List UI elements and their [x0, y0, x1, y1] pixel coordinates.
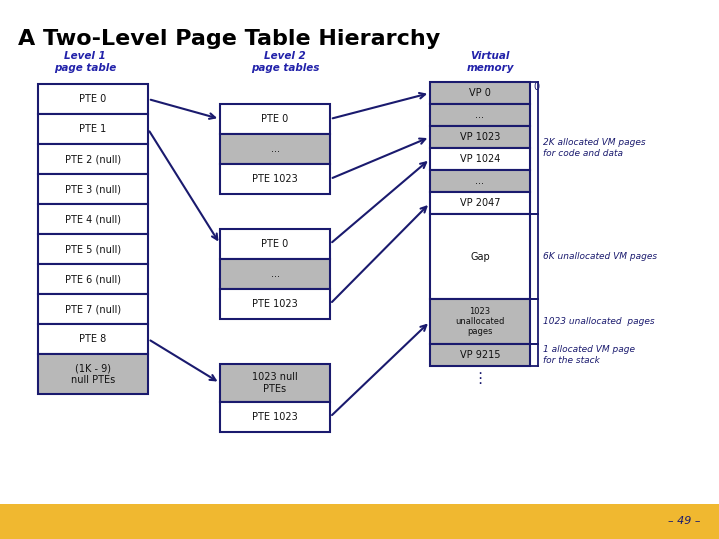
- Text: 1023 unallocated  pages: 1023 unallocated pages: [543, 317, 654, 326]
- Bar: [220, 402, 330, 432]
- Bar: [220, 259, 330, 289]
- Bar: [38, 114, 148, 144]
- Text: 1023
unallocated
pages: 1023 unallocated pages: [455, 307, 505, 336]
- Bar: [220, 164, 330, 194]
- Bar: [38, 144, 148, 174]
- Text: PTE 6 (null): PTE 6 (null): [65, 274, 121, 284]
- Bar: [38, 294, 148, 324]
- Bar: [430, 82, 530, 104]
- Text: VP 1023: VP 1023: [460, 132, 500, 142]
- Text: Level 2
page tables: Level 2 page tables: [251, 51, 319, 73]
- Text: PTE 2 (null): PTE 2 (null): [65, 154, 121, 164]
- Text: PTE 3 (null): PTE 3 (null): [65, 184, 121, 194]
- Bar: [220, 229, 330, 259]
- Text: PTE 0: PTE 0: [79, 94, 106, 104]
- Bar: [430, 148, 530, 170]
- Text: PTE 0: PTE 0: [262, 239, 288, 249]
- Bar: [430, 170, 530, 192]
- Text: ...: ...: [475, 110, 485, 120]
- Text: ...: ...: [270, 144, 280, 154]
- Bar: [430, 192, 530, 214]
- Bar: [430, 104, 530, 126]
- Bar: [38, 204, 148, 234]
- Bar: [430, 126, 530, 148]
- Text: 6K unallocated VM pages: 6K unallocated VM pages: [543, 252, 657, 261]
- Text: A Two-Level Page Table Hierarchy: A Two-Level Page Table Hierarchy: [18, 29, 440, 49]
- Bar: [220, 289, 330, 319]
- Text: PTE 0: PTE 0: [262, 114, 288, 124]
- Text: Virtual
memory: Virtual memory: [466, 51, 514, 73]
- Bar: [38, 84, 148, 114]
- Bar: [430, 344, 530, 366]
- Text: VP 9215: VP 9215: [459, 350, 500, 360]
- Bar: [38, 324, 148, 354]
- Text: PTE 5 (null): PTE 5 (null): [65, 244, 121, 254]
- Bar: [220, 364, 330, 402]
- Text: PTE 8: PTE 8: [79, 334, 106, 344]
- Text: 1 allocated VM page
for the stack: 1 allocated VM page for the stack: [543, 345, 635, 365]
- Text: (1K - 9)
null PTEs: (1K - 9) null PTEs: [71, 363, 115, 385]
- Bar: [0, 504, 719, 539]
- Text: PTE 7 (null): PTE 7 (null): [65, 304, 121, 314]
- Text: – 49 –: – 49 –: [667, 516, 700, 527]
- Text: VP 0: VP 0: [469, 88, 491, 98]
- Text: PTE 1023: PTE 1023: [252, 174, 298, 184]
- Text: 0: 0: [533, 82, 539, 92]
- Text: PTE 1023: PTE 1023: [252, 299, 298, 309]
- Text: PTE 1023: PTE 1023: [252, 412, 298, 422]
- Text: PTE 4 (null): PTE 4 (null): [65, 214, 121, 224]
- Bar: [38, 354, 148, 394]
- Bar: [220, 104, 330, 134]
- Bar: [38, 234, 148, 264]
- Text: Gap: Gap: [470, 252, 490, 261]
- Text: Level 1
page table: Level 1 page table: [54, 51, 116, 73]
- Bar: [220, 134, 330, 164]
- Text: 1023 null
PTEs: 1023 null PTEs: [252, 372, 298, 394]
- Text: ...: ...: [475, 176, 485, 186]
- Text: PTE 1: PTE 1: [79, 124, 106, 134]
- Bar: [38, 174, 148, 204]
- Text: VP 2047: VP 2047: [459, 198, 500, 208]
- Bar: [38, 264, 148, 294]
- Text: ⋮: ⋮: [472, 370, 487, 385]
- Bar: [430, 214, 530, 299]
- Bar: [430, 299, 530, 344]
- Text: VP 1024: VP 1024: [460, 154, 500, 164]
- Text: 2K allocated VM pages
for code and data: 2K allocated VM pages for code and data: [543, 139, 646, 158]
- Text: ...: ...: [270, 269, 280, 279]
